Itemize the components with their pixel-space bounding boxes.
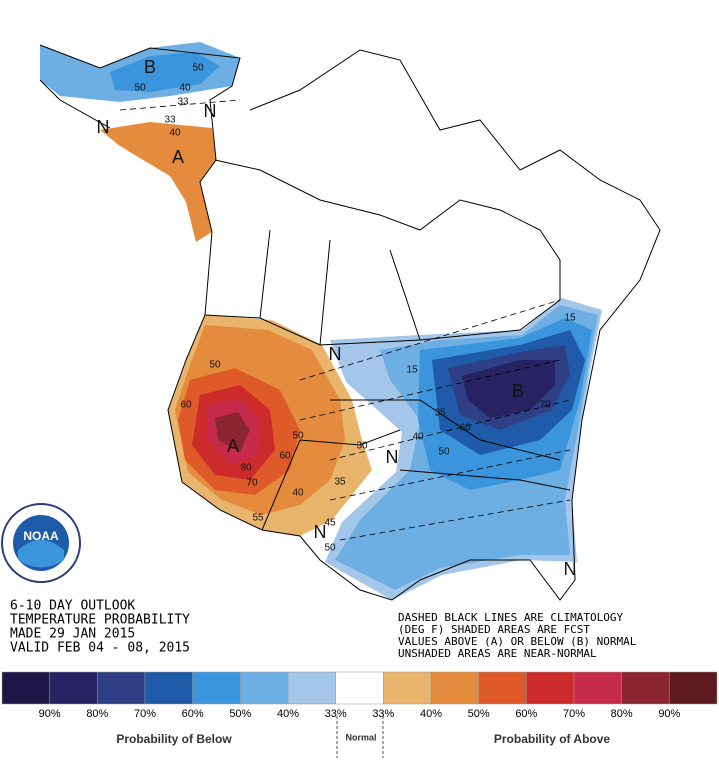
map-label: 45 <box>324 518 336 529</box>
map-label: 50 <box>324 543 336 554</box>
legend-label: 60% <box>182 708 204 720</box>
legend-label: 50% <box>468 708 490 720</box>
logo-wave <box>18 540 64 568</box>
map-label: 15 <box>564 313 576 324</box>
map-label: N <box>329 344 342 364</box>
map-label: N <box>204 101 217 121</box>
map-label: 50 <box>292 431 304 442</box>
legend-label: 40% <box>420 708 442 720</box>
legend-swatch <box>97 671 146 705</box>
below-caption: Probability of Below <box>116 732 232 746</box>
map-label: A <box>172 147 184 167</box>
west-above-90 <box>215 412 250 452</box>
map-label: B <box>144 57 156 77</box>
legend-label: 60% <box>515 708 537 720</box>
note-line: UNSHADED AREAS ARE NEAR-NORMAL <box>398 647 597 660</box>
map-label: 50 <box>209 360 221 371</box>
title-line: TEMPERATURE PROBABILITY <box>10 613 190 628</box>
legend-label: 80% <box>611 708 633 720</box>
legend-label: 40% <box>277 708 299 720</box>
map-label: 33 <box>177 97 189 108</box>
legend-swatch <box>478 671 527 705</box>
map-label: 35 <box>434 408 446 419</box>
note-block: DASHED BLACK LINES ARE CLIMATOLOGY(DEG F… <box>398 611 637 660</box>
title-line: VALID FEB 04 - 08, 2015 <box>10 641 190 656</box>
map-label: 33 <box>164 115 176 126</box>
normal-caption: Normal <box>345 732 376 742</box>
legend-swatch <box>1 671 50 705</box>
legend-label: 80% <box>86 708 108 720</box>
map-label: 80 <box>240 463 252 474</box>
noaa-logo: NOAA <box>1 503 81 583</box>
map-label: N <box>386 447 399 467</box>
legend-swatch <box>573 671 622 705</box>
map-label: 50 <box>134 83 146 94</box>
legend-label: 50% <box>229 708 251 720</box>
legend-label: 33% <box>325 708 347 720</box>
legend-swatch <box>669 671 718 705</box>
legend-swatch <box>240 671 289 705</box>
map-label: N <box>97 117 110 137</box>
legend-label: 33% <box>372 708 394 720</box>
legend-swatch <box>430 671 479 705</box>
map-label: 70 <box>539 400 551 411</box>
legend-swatch <box>621 671 670 705</box>
legend-label: 90% <box>39 708 61 720</box>
east-below-80 <box>462 360 555 418</box>
legend-swatch <box>526 671 575 705</box>
legend-label: 70% <box>134 708 156 720</box>
map-label: 40 <box>169 128 181 139</box>
map-label: 50 <box>192 63 204 74</box>
legend: Probability of Below Normal Probability … <box>1 671 718 758</box>
legend-swatch <box>383 671 432 705</box>
map-label: 60 <box>279 451 291 462</box>
map-label: A <box>227 436 239 456</box>
map-label: 35 <box>334 477 346 488</box>
title-line: MADE 29 JAN 2015 <box>10 627 135 642</box>
above-caption: Probability of Above <box>494 732 611 746</box>
legend-swatch <box>335 671 384 705</box>
legend-swatch <box>49 671 98 705</box>
map-label: N <box>564 559 577 579</box>
legend-label: 90% <box>658 708 680 720</box>
map-label: B <box>512 381 524 401</box>
note-line: DASHED BLACK LINES ARE CLIMATOLOGY <box>398 611 624 624</box>
map-label: 40 <box>292 488 304 499</box>
note-line: VALUES ABOVE (A) OR BELOW (B) NORMAL <box>398 635 637 648</box>
map-label: 70 <box>246 478 258 489</box>
legend-swatch <box>192 671 241 705</box>
map-label: 50 <box>438 447 450 458</box>
map-label: 60 <box>459 423 471 434</box>
map-label: N <box>314 522 327 542</box>
logo-text: NOAA <box>23 529 59 543</box>
note-line: (DEG F) SHADED AREAS ARE FCST <box>398 623 590 636</box>
outlines <box>39 44 661 601</box>
alaska-above <box>100 122 216 242</box>
title-line: 6-10 DAY OUTLOOK <box>10 599 135 614</box>
climatology-lines <box>119 99 571 541</box>
legend-swatch <box>144 671 193 705</box>
map-label: 30 <box>356 441 368 452</box>
alaska-below-core <box>110 52 220 92</box>
map-label: 60 <box>180 400 192 411</box>
legend-label: 70% <box>563 708 585 720</box>
map-label: 40 <box>179 83 191 94</box>
legend-swatch <box>287 671 336 705</box>
map-label: 40 <box>412 432 424 443</box>
map-label: 55 <box>252 513 264 524</box>
map-label: 15 <box>406 365 418 376</box>
